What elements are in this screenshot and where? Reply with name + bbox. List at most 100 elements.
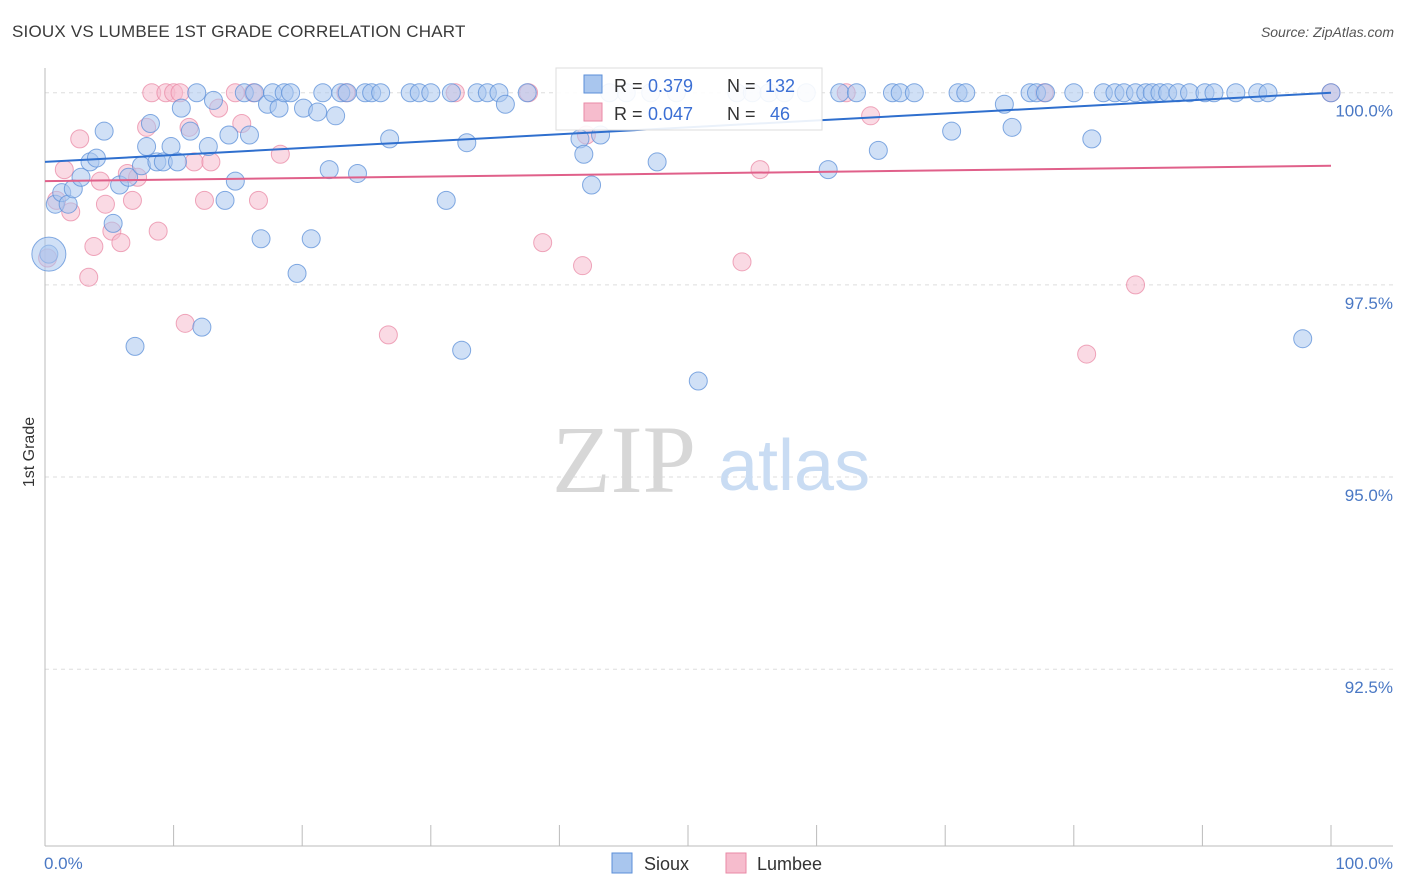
sioux-point bbox=[436, 190, 456, 210]
sioux-point bbox=[1082, 129, 1102, 149]
sioux-point bbox=[371, 83, 391, 103]
sioux-point bbox=[904, 83, 924, 103]
sioux-point bbox=[1204, 83, 1224, 103]
x-tick-label-min: 0.0% bbox=[44, 854, 83, 873]
sioux-point bbox=[319, 160, 339, 180]
sioux-point bbox=[225, 171, 245, 191]
lumbee-legend-swatch bbox=[583, 102, 603, 122]
sioux-point bbox=[421, 83, 441, 103]
sioux-point bbox=[203, 90, 223, 110]
y-tick-label: 100.0% bbox=[1335, 102, 1393, 121]
sioux-point bbox=[441, 83, 461, 103]
y-tick-label: 97.5% bbox=[1345, 294, 1393, 313]
sioux-point bbox=[167, 152, 187, 172]
watermark-zip: ZIP bbox=[552, 406, 696, 513]
lumbee-point bbox=[95, 194, 115, 214]
sioux-point bbox=[956, 83, 976, 103]
lumbee-point bbox=[194, 190, 214, 210]
sioux-point bbox=[457, 133, 477, 153]
sioux-point bbox=[818, 160, 838, 180]
sioux-point bbox=[187, 83, 207, 103]
sioux-point bbox=[71, 167, 91, 187]
y-axis-label: 1st Grade bbox=[21, 417, 38, 487]
lumbee-point bbox=[122, 190, 142, 210]
lumbee-point bbox=[175, 313, 195, 333]
sioux-point bbox=[868, 140, 888, 160]
sioux-n-label: N = bbox=[727, 76, 756, 96]
sioux-point bbox=[452, 340, 472, 360]
sioux-point bbox=[688, 371, 708, 391]
sioux-point bbox=[495, 94, 515, 114]
sioux-point bbox=[198, 137, 218, 157]
lumbee-r-label: R = bbox=[614, 104, 643, 124]
sioux-point bbox=[125, 336, 145, 356]
sioux-point bbox=[287, 263, 307, 283]
lumbee-point bbox=[84, 236, 104, 256]
sioux-point bbox=[1258, 83, 1278, 103]
sioux-point bbox=[574, 144, 594, 164]
lumbee-point bbox=[248, 190, 268, 210]
lumbee-point bbox=[148, 221, 168, 241]
lumbee-point bbox=[111, 233, 131, 253]
y-tick-label: 92.5% bbox=[1345, 678, 1393, 697]
lumbee-point bbox=[732, 252, 752, 272]
sioux-point bbox=[380, 129, 400, 149]
sioux-point bbox=[180, 121, 200, 141]
sioux-point bbox=[326, 106, 346, 126]
sioux-point bbox=[1036, 83, 1056, 103]
sioux-point bbox=[830, 83, 850, 103]
series-legend: Sioux Lumbee bbox=[611, 852, 822, 874]
sioux-n-value: 132 bbox=[765, 76, 795, 96]
sioux-series-swatch bbox=[611, 852, 633, 874]
sioux-point bbox=[313, 83, 333, 103]
lumbee-point bbox=[54, 160, 74, 180]
sioux-point bbox=[239, 125, 259, 145]
sioux-point bbox=[281, 83, 301, 103]
sioux-point bbox=[337, 83, 357, 103]
tick-labels: 100.0% 97.5% 95.0% 92.5% bbox=[1335, 102, 1393, 697]
sioux-series-label: Sioux bbox=[644, 854, 689, 874]
sioux-point bbox=[308, 102, 328, 122]
sioux-point bbox=[251, 229, 271, 249]
lumbee-point bbox=[184, 152, 204, 172]
sioux-point bbox=[219, 125, 239, 145]
lumbee-point bbox=[70, 129, 90, 149]
y-tick-label: 95.0% bbox=[1345, 486, 1393, 505]
sioux-point bbox=[103, 213, 123, 233]
sioux-point bbox=[994, 94, 1014, 114]
sioux-point bbox=[192, 317, 212, 337]
axes bbox=[44, 68, 1393, 847]
sioux-point bbox=[215, 190, 235, 210]
sioux-r-label: R = bbox=[614, 76, 643, 96]
sioux-point bbox=[942, 121, 962, 141]
sioux-point bbox=[94, 121, 114, 141]
sioux-point bbox=[140, 113, 160, 133]
stats-legend: R = 0.379 N = 132 R = 0.047 N = 46 bbox=[555, 67, 823, 131]
source-label: Source: ZipAtlas.com bbox=[1260, 24, 1394, 40]
lumbee-point bbox=[533, 233, 553, 253]
sioux-point-large bbox=[31, 236, 67, 272]
sioux-point bbox=[1293, 329, 1313, 349]
lumbee-point bbox=[79, 267, 99, 287]
x-tick-label-max: 100.0% bbox=[1335, 854, 1393, 873]
watermark-atlas: atlas bbox=[718, 426, 870, 506]
sioux-point bbox=[846, 83, 866, 103]
sioux-point bbox=[137, 137, 157, 157]
sioux-point bbox=[517, 83, 537, 103]
lumbee-point bbox=[861, 106, 881, 126]
lumbee-point bbox=[573, 256, 593, 276]
sioux-point bbox=[647, 152, 667, 172]
sioux-point bbox=[1002, 117, 1022, 137]
lumbee-trend-line bbox=[44, 164, 1332, 183]
lumbee-series-label: Lumbee bbox=[757, 854, 822, 874]
watermark: ZIP atlas bbox=[552, 406, 870, 513]
lumbee-point bbox=[750, 160, 770, 180]
sioux-point bbox=[171, 98, 191, 118]
sioux-point bbox=[347, 163, 367, 183]
lumbee-r-value: 0.047 bbox=[648, 104, 693, 124]
sioux-legend-swatch bbox=[583, 74, 603, 94]
sioux-point bbox=[582, 175, 602, 195]
lumbee-series-swatch bbox=[725, 852, 747, 874]
lumbee-n-label: N = bbox=[727, 104, 756, 124]
